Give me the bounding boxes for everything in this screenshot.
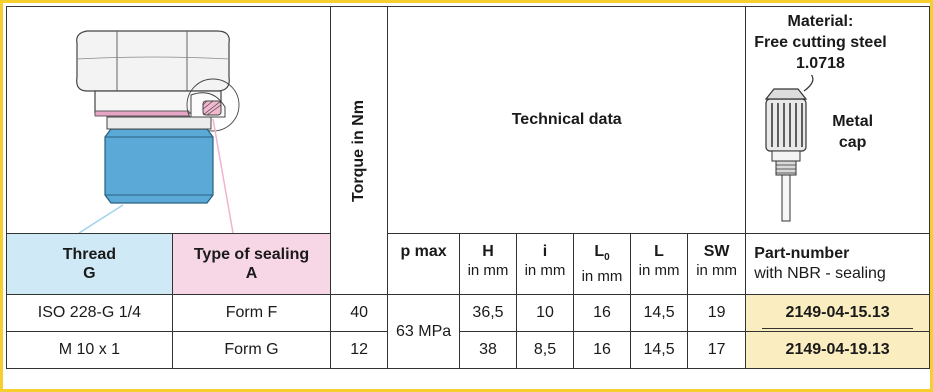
sw-header: SW in mm [687,233,747,295]
torque-cell: 40 [330,294,389,332]
l-cell: 14,5 [630,331,689,369]
sw-unit: in mm [696,262,738,279]
metal-cap-label: Metal cap [832,111,873,153]
l-unit: in mm [638,262,680,279]
sw-cell: 19 [687,294,747,332]
h-label: H [482,243,494,260]
material-label: Material: [787,13,854,30]
l-label: L [654,243,664,260]
h-cell: 38 [458,331,518,369]
thread-header: Thread G [6,233,173,295]
sealing-header-line2: A [245,265,258,282]
sealing-header-line1: Type of sealing [193,246,310,263]
torque-cell: 12 [330,331,389,369]
i-cell: 10 [515,294,575,332]
sw-label: SW [703,243,730,260]
material-text: Material: Free cutting steel 1.0718 [754,11,886,74]
spec-table: Torque in Nm Technical data Material: Fr… [5,6,930,369]
l0-main: L [594,243,605,260]
h-cell: 36,5 [458,294,518,332]
fitting-drawing [76,30,240,233]
part-number-line1: Part-number [754,245,850,262]
i-header: i in mm [515,233,575,295]
part-number-cell: 2149-04-15.13 [745,294,930,332]
part-number-header: Part-number with NBR - sealing [745,233,930,295]
l0-cell: 16 [573,331,632,369]
part-number-value: 2149-04-19.13 [785,341,890,358]
thread-header-line2: G [83,265,96,282]
part-number-cell: 2149-04-19.13 [745,331,930,369]
table-row: ISO 228-G 1/4 Form F 40 63 MPa 36,5 10 1… [6,294,930,369]
i-cell: 8,5 [515,331,575,369]
l-header: L in mm [630,233,689,295]
fitting-drawing-cell [5,6,332,234]
metal-cap-line2: cap [838,134,867,151]
thread-cell: M 10 x 1 [6,331,173,369]
table-row: M 10 x 1 Form G 12 38 8,5 16 14,5 17 214… [6,331,930,369]
sealing-header: Type of sealing A [171,233,332,295]
sealing-cell: Form F [171,294,332,332]
pmax-cell: 63 MPa [387,294,460,369]
l0-unit: in mm [581,268,623,286]
torque-header: Torque in Nm [330,6,389,295]
material-cell: Material: Free cutting steel 1.0718 [745,6,930,234]
metal-cap-drawing [764,75,814,222]
part-number-value: 2149-04-15.13 [785,304,890,321]
part-number-line2: with NBR - sealing [754,265,886,282]
metal-cap-line1: Metal [832,113,874,130]
pmax-header: p max [387,233,460,295]
technical-data-header: Technical data [387,6,747,234]
i-unit: in mm [524,262,566,279]
material-line1: Free cutting steel [754,34,887,51]
h-header: H in mm [458,233,518,295]
sealing-cell: Form G [171,331,332,369]
l0-header: L0 in mm [573,233,632,295]
torque-label: Torque in Nm [350,99,368,202]
sw-cell: 17 [687,331,747,369]
i-label: i [542,243,548,260]
thread-cell: ISO 228-G 1/4 [6,294,173,332]
material-line2: 1.0718 [795,55,845,72]
h-unit: in mm [467,262,509,279]
pmax-label: p max [400,243,447,260]
l0-cell: 16 [573,294,632,332]
l0-label: L0 [574,242,630,267]
l-cell: 14,5 [630,294,689,332]
l0-sub: 0 [604,252,610,264]
thread-header-line1: Thread [62,246,117,263]
part-number-divider [762,328,913,329]
